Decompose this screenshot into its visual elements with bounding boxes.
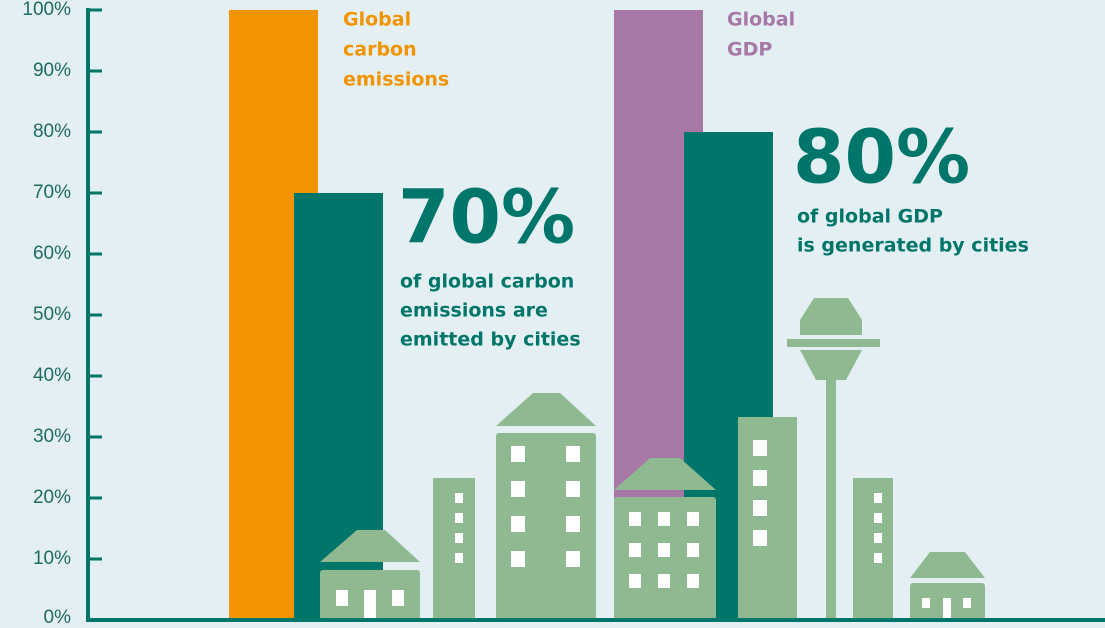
window	[753, 440, 767, 456]
window	[658, 574, 670, 588]
window	[511, 446, 525, 462]
roof	[496, 393, 596, 426]
window	[753, 530, 767, 546]
y-tick-label: 10%	[33, 548, 71, 569]
window	[629, 543, 641, 557]
annotation-line: Global	[727, 9, 795, 31]
window	[874, 533, 882, 543]
y-tick-label: 70%	[33, 182, 71, 203]
window	[658, 543, 670, 557]
window	[392, 590, 404, 606]
annotation-line: emitted by cities	[400, 329, 581, 351]
window	[511, 551, 525, 567]
tower-pole	[826, 370, 836, 620]
tower-base	[800, 350, 862, 380]
window	[753, 470, 767, 486]
roof	[910, 552, 985, 578]
annotation-line: GDP	[727, 39, 772, 61]
building	[433, 478, 475, 620]
annotation-line: of global carbon	[400, 271, 574, 293]
window	[687, 574, 699, 588]
window	[455, 493, 463, 503]
window	[687, 543, 699, 557]
annotation-line: of global GDP	[797, 206, 943, 228]
chart: 0% 10% 20% 30% 40% 50% 60% 70% 80% 90% 100% Global…	[0, 0, 1105, 628]
y-tick-label: 40%	[33, 365, 71, 386]
value-label: 80%	[793, 115, 970, 201]
window	[511, 481, 525, 497]
window	[566, 516, 580, 532]
window	[658, 512, 670, 526]
window	[922, 598, 930, 608]
building	[853, 478, 893, 620]
annotation-line: is generated by cities	[797, 235, 1029, 257]
window	[566, 481, 580, 497]
window	[753, 500, 767, 516]
building	[738, 417, 797, 620]
annotation-line: emissions	[343, 69, 449, 91]
annotation-line: Global	[343, 9, 411, 31]
annotation-line: carbon	[343, 39, 417, 61]
y-tick-label: 50%	[33, 304, 71, 325]
y-tick-label: 0%	[44, 607, 72, 628]
annotation-line: emissions are	[400, 300, 548, 322]
window	[687, 512, 699, 526]
page: {"chart_data": { "type": "bar", "categor…	[0, 0, 1105, 628]
window	[455, 533, 463, 543]
window	[874, 513, 882, 523]
y-tick-label: 60%	[33, 243, 71, 264]
y-tick-label: 90%	[33, 60, 71, 81]
bars	[229, 10, 383, 620]
y-tick-label: 100%	[22, 0, 71, 20]
window	[629, 512, 641, 526]
window	[566, 551, 580, 567]
value-label: 70%	[398, 175, 575, 261]
door	[943, 598, 951, 620]
window	[455, 553, 463, 563]
y-tick-label: 20%	[33, 487, 71, 508]
tower-top	[800, 298, 862, 335]
window	[874, 493, 882, 503]
window	[566, 446, 580, 462]
window	[511, 516, 525, 532]
window	[455, 513, 463, 523]
y-tick-label: 30%	[33, 426, 71, 447]
door	[364, 590, 376, 620]
y-tick-label: 80%	[33, 121, 71, 142]
window	[336, 590, 348, 606]
window	[629, 574, 641, 588]
window	[874, 553, 882, 563]
window	[963, 598, 971, 608]
tower-deck	[787, 339, 880, 347]
